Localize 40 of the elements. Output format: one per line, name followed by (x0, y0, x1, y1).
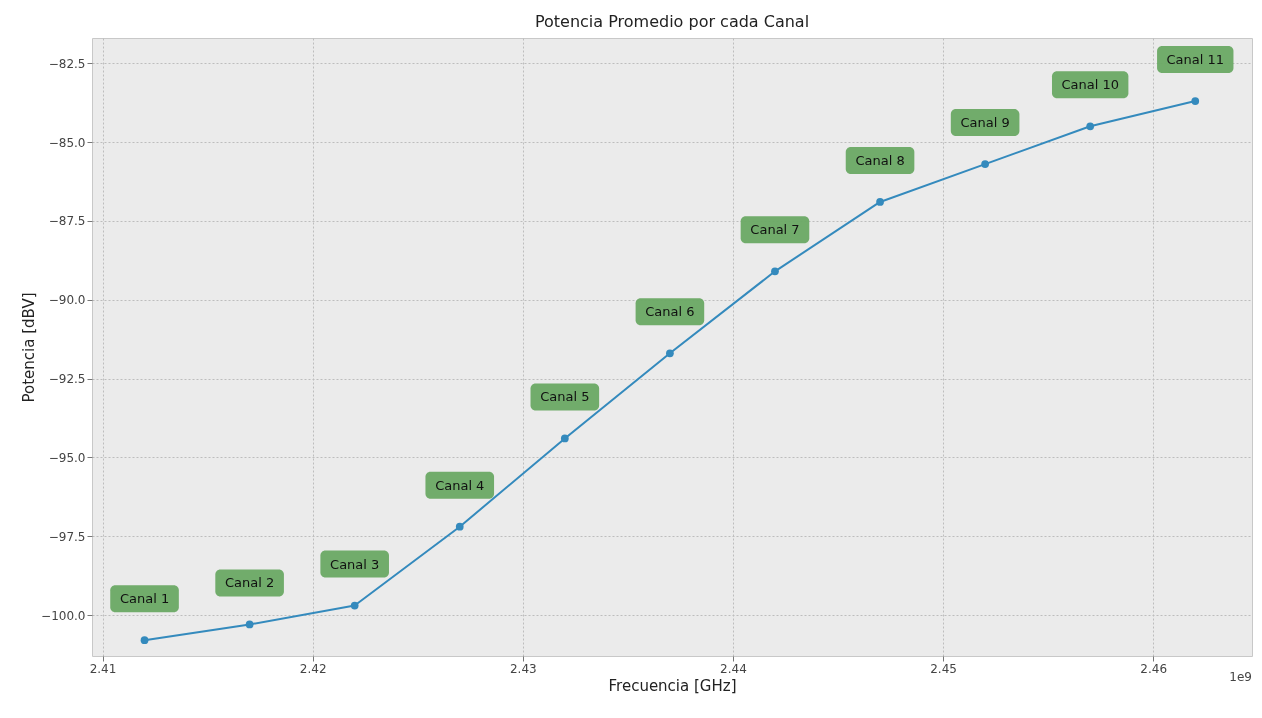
point (666, 349, 674, 358)
annotation: Canal 9 (960, 115, 1010, 131)
point (876, 198, 884, 206)
y-tick-label: −100.0 (41, 608, 86, 623)
x-axis-title: Frecuencia [GHz] (608, 676, 737, 695)
y-tick-label: −82.5 (48, 56, 86, 71)
annotation: Canal 5 (540, 389, 590, 405)
y-tick-label: −90.0 (48, 293, 86, 308)
annotation: Canal 11 (1166, 52, 1225, 68)
y-tick-label: −97.5 (48, 529, 86, 544)
x-tick-label: 2.42 (299, 661, 327, 676)
x-tick-label: 2.43 (509, 661, 537, 676)
point (350, 601, 359, 610)
y-tick-label: −87.5 (48, 214, 86, 229)
point (455, 522, 464, 531)
annotation: Canal 2 (224, 575, 275, 591)
point (1191, 97, 1200, 105)
annotation: Canal 1 (119, 591, 170, 607)
x-tick-label: 2.45 (930, 661, 957, 676)
annotation: Canal 4 (435, 477, 485, 493)
annotation: Canal 8 (855, 152, 905, 168)
chart-title: Potencia Promedio por cada Canal (534, 12, 810, 31)
x-tick-label: 2.44 (720, 661, 747, 676)
y-tick-label: −92.5 (48, 372, 86, 387)
y-axis-title: Potencia [dBV] (20, 292, 39, 403)
annotation: Canal 10 (1061, 77, 1119, 93)
point (245, 620, 254, 629)
x-tick-label: 2.41 (89, 661, 117, 676)
point (140, 636, 149, 645)
point (1086, 122, 1095, 131)
point (981, 160, 989, 168)
point (771, 267, 779, 276)
annotation: Canal 3 (330, 556, 380, 572)
y-tick-label: −85.0 (48, 135, 86, 150)
annotation: Canal 7 (750, 222, 800, 238)
point (560, 434, 569, 443)
y-tick-label: −95.0 (48, 450, 86, 465)
annotation: Canal 6 (645, 304, 695, 320)
text: 1e9 (1229, 670, 1252, 684)
x-tick-label: 2.46 (1140, 661, 1168, 676)
